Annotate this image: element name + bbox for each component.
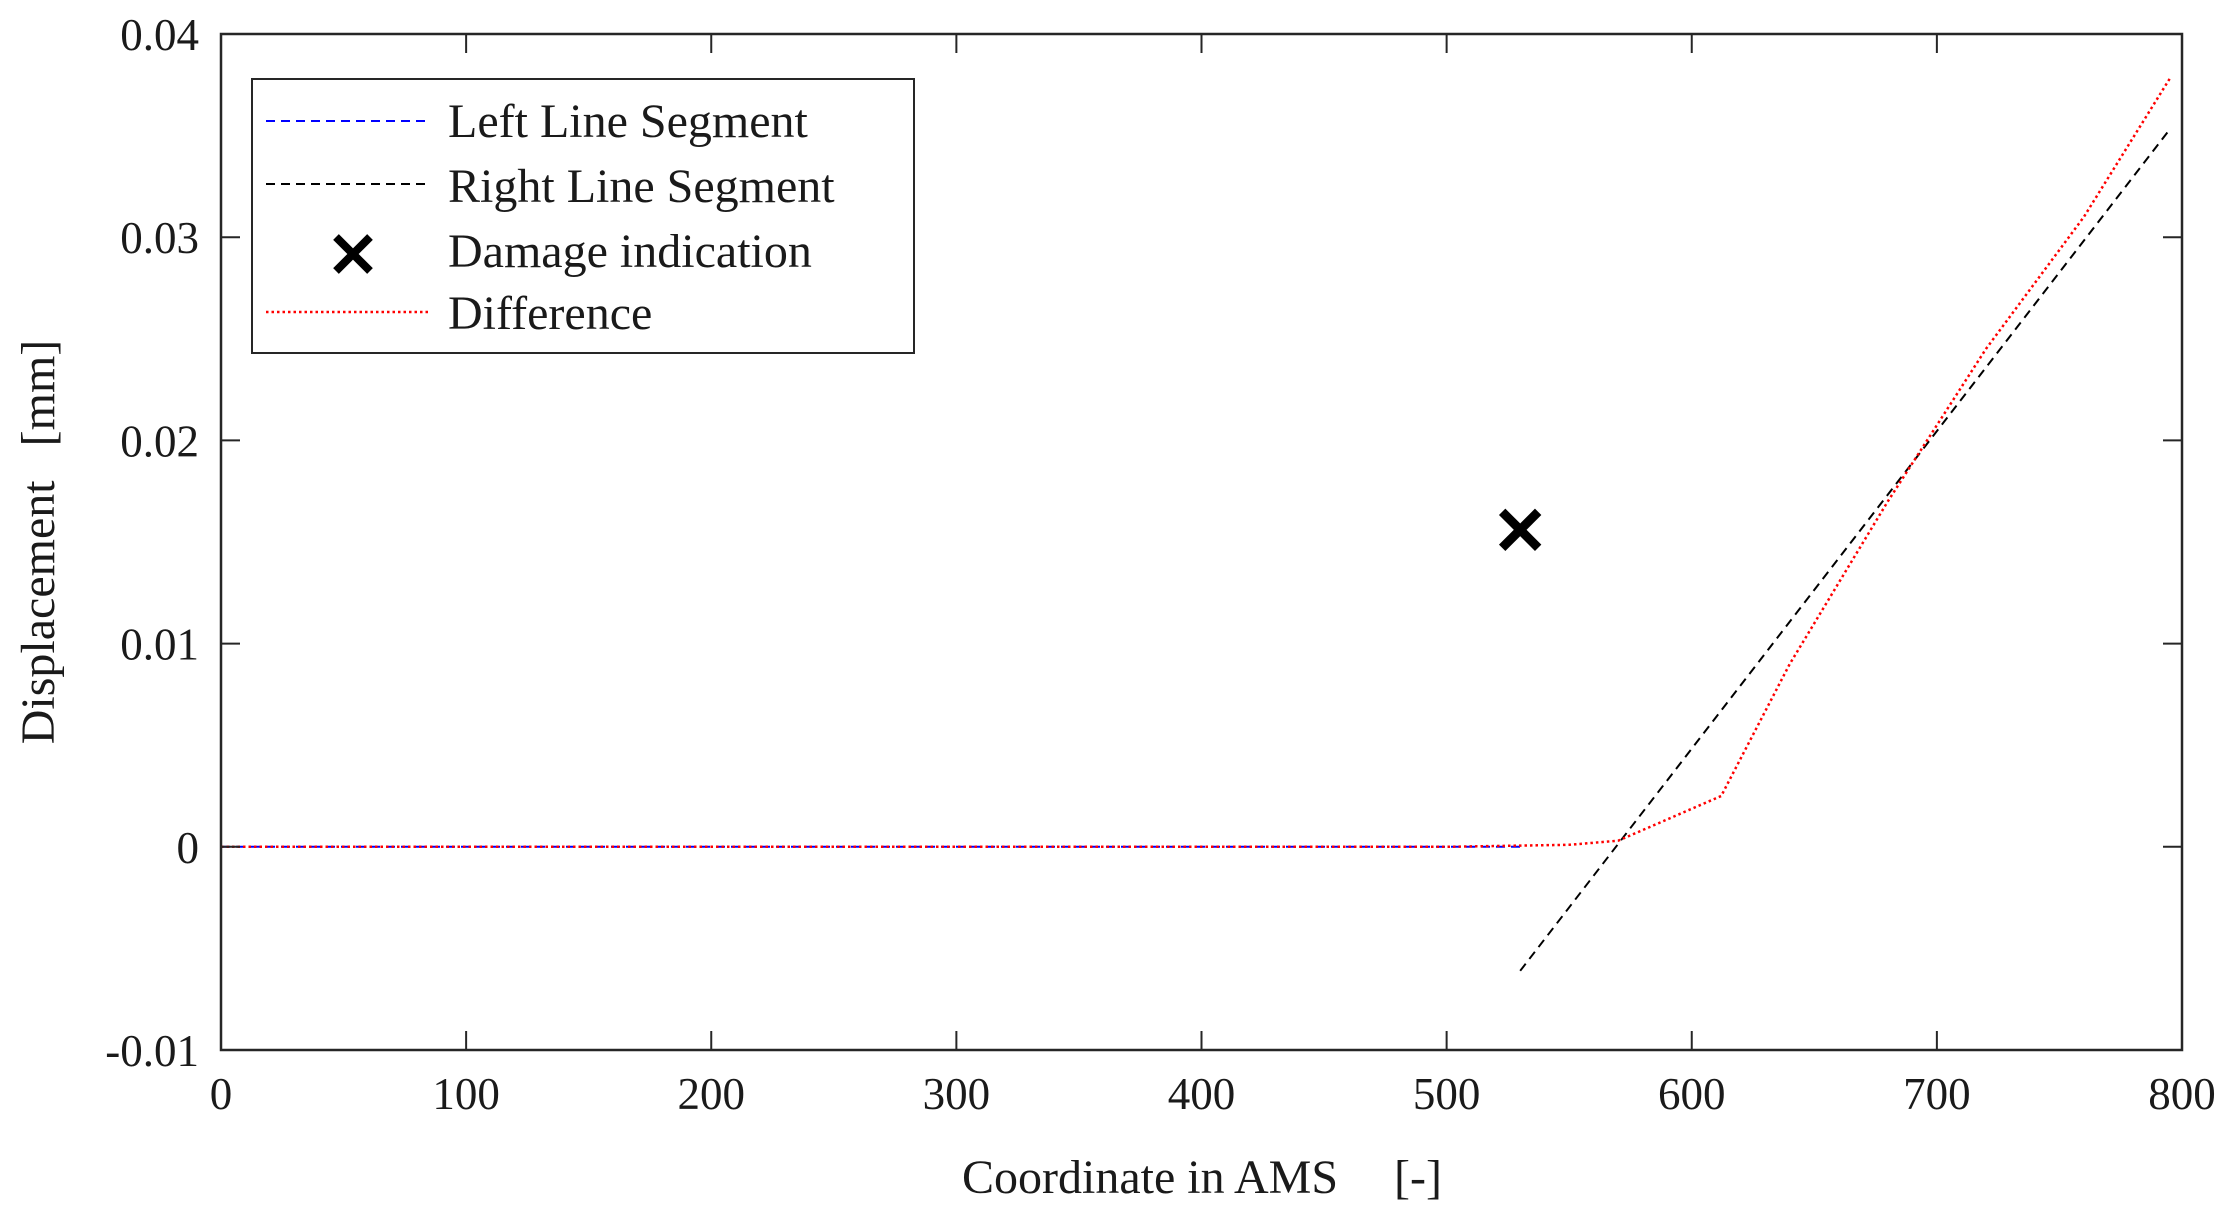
y-tick-label: -0.01 — [105, 1026, 199, 1076]
legend-label-left-line-segment: Left Line Segment — [448, 95, 809, 148]
x-tick-label: 600 — [1658, 1069, 1726, 1119]
x-tick-label: 700 — [1903, 1069, 1971, 1119]
x-tick-label: 100 — [432, 1069, 500, 1119]
x-axis-label: Coordinate in AMS [-] — [962, 1151, 1442, 1204]
y-axis-label-text: Displacement — [12, 480, 65, 745]
x-axis-ticks: 0 100 200 300 400 500 600 700 800 — [210, 34, 2216, 1119]
y-tick-label: 0.04 — [120, 10, 199, 60]
legend-box — [251, 78, 915, 354]
damage-indication-marker — [1498, 508, 1542, 551]
x-tick-label: 500 — [1413, 1069, 1481, 1119]
marker-layer — [1498, 508, 1542, 551]
legend-swatch-damage-indication — [333, 234, 373, 274]
y-axis-label-unit: [mm] — [12, 340, 65, 447]
y-tick-label: 0.01 — [120, 620, 199, 670]
legend: Left Line Segment Right Line Segment Dam… — [251, 78, 915, 354]
legend-label-difference: Difference — [448, 287, 652, 340]
legend-label-damage-indication: Damage indication — [448, 225, 812, 278]
x-tick-label: 800 — [2148, 1069, 2216, 1119]
y-tick-label: 0.02 — [120, 416, 199, 466]
y-tick-label: 0.03 — [120, 213, 199, 263]
series-line-difference — [221, 78, 2171, 849]
x-tick-label: 0 — [210, 1069, 233, 1119]
series-layer — [221, 78, 2171, 972]
x-tick-label: 200 — [678, 1069, 746, 1119]
y-tick-label: 0 — [177, 823, 200, 873]
x-axis-label-text: Coordinate in AMS — [962, 1151, 1338, 1204]
x-axis-label-unit: [-] — [1394, 1151, 1442, 1204]
x-tick-label: 400 — [1168, 1069, 1236, 1119]
y-axis-label: Displacement [mm] — [12, 340, 65, 745]
x-tick-label: 300 — [923, 1069, 991, 1119]
legend-label-right-line-segment: Right Line Segment — [448, 160, 835, 213]
series-line-right-line-segment — [1519, 128, 2171, 972]
y-axis-ticks: -0.01 0 0.01 0.02 0.03 0.04 — [105, 10, 2182, 1076]
